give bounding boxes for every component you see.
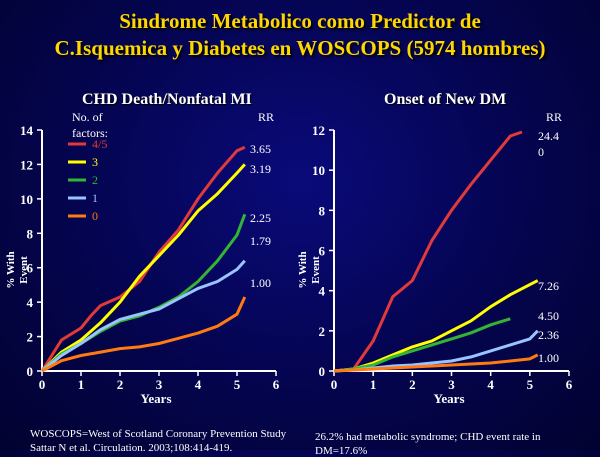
right-x-tick-label: 3 [448, 377, 455, 392]
right-y-axis-label-line-2: Event [310, 256, 322, 284]
left-x-tick-label: 1 [78, 377, 85, 392]
slide-title-line-2: C.Isquemica y Diabetes en WOSCOPS (5974 … [54, 36, 546, 60]
right-y-tick-label: 8 [319, 203, 326, 218]
left-series-line [40, 145, 246, 372]
right-series-line [333, 130, 523, 373]
right-x-tick-label: 0 [331, 377, 338, 392]
right-y-tick-label: 10 [312, 163, 325, 178]
left-legend-label: 0 [92, 209, 98, 223]
left-rr-label: 2.25 [250, 211, 271, 225]
right-rr-label: 24.4 [538, 129, 559, 143]
right-rr-label: 0 [538, 145, 544, 159]
right-y-tick-label: 2 [319, 324, 326, 339]
left-legend-label: 3 [92, 155, 98, 169]
right-y-axis-label-line-1: % With [297, 251, 309, 288]
footer-note-line-2: DM=17.6% [315, 445, 368, 457]
left-legend-label: 4/5 [92, 137, 107, 151]
left-x-tick-label: 6 [273, 377, 280, 392]
footer-note-line-1: 26.2% had metabolic syndrome; CHD event … [315, 431, 541, 443]
left-chart-title: CHD Death/Nonfatal MI [82, 91, 252, 108]
right-chart-title: Onset of New DM [384, 91, 507, 108]
left-x-tick-label: 4 [195, 377, 202, 392]
left-legend-title-line-1: No. of [72, 110, 103, 124]
slide-title-line-1: Sindrome Metabolico como Predictor de [119, 9, 481, 33]
left-rr-label: 1.79 [250, 234, 271, 248]
left-x-axis-label: Years [140, 391, 171, 406]
left-rr-header: RR [258, 110, 274, 124]
right-x-axis-label: Years [433, 391, 464, 406]
left-y-tick-label: 14 [20, 123, 34, 138]
left-y-tick-label: 8 [27, 226, 34, 241]
right-rr-label: 7.26 [538, 279, 559, 293]
right-x-tick-label: 4 [487, 377, 494, 392]
left-rr-label: 3.65 [250, 142, 271, 156]
right-rr-label: 1.00 [538, 351, 559, 365]
right-y-tick-label: 6 [319, 244, 326, 259]
footer-citation: Sattar N et al. Circulation. 2003;108:41… [30, 442, 233, 454]
left-y-tick-label: 12 [20, 157, 33, 172]
left-rr-label: 3.19 [250, 162, 271, 176]
left-y-tick-label: 2 [27, 330, 34, 345]
left-series-line [40, 163, 246, 373]
left-y-tick-label: 10 [20, 192, 33, 207]
left-legend-label: 1 [92, 191, 98, 205]
left-rr-label: 1.00 [250, 276, 271, 290]
left-y-tick-label: 4 [27, 295, 34, 310]
right-x-tick-label: 2 [409, 377, 416, 392]
right-y-tick-label: 0 [319, 364, 326, 379]
right-series-line [333, 279, 539, 373]
right-rr-header: RR [546, 110, 562, 124]
left-x-tick-label: 0 [39, 377, 46, 392]
right-series-line [333, 353, 539, 373]
right-y-tick-label: 4 [319, 284, 326, 299]
left-y-axis-label-line-1: % With [5, 251, 17, 288]
left-legend-title-line-2: factors: [72, 126, 108, 140]
right-x-tick-label: 5 [527, 377, 534, 392]
slide-title: Sindrome Metabolico como Predictor de C.… [0, 8, 600, 62]
left-y-tick-label: 0 [27, 364, 34, 379]
right-series-line [333, 317, 511, 373]
right-x-tick-label: 6 [566, 377, 573, 392]
left-legend-label: 2 [92, 173, 98, 187]
left-x-tick-label: 5 [234, 377, 241, 392]
footer-study-definition: WOSCOPS=West of Scotland Coronary Preven… [30, 428, 287, 440]
right-x-tick-label: 1 [370, 377, 377, 392]
left-x-tick-label: 3 [156, 377, 163, 392]
right-rr-label: 2.36 [538, 328, 559, 342]
left-series-line [41, 296, 247, 373]
left-y-axis-label-line-2: Event [18, 256, 30, 284]
left-y-tick-label: 6 [27, 261, 34, 276]
left-series-line [41, 259, 246, 373]
right-rr-label: 4.50 [538, 309, 559, 323]
right-y-tick-label: 12 [312, 123, 325, 138]
left-x-tick-label: 2 [117, 377, 124, 392]
